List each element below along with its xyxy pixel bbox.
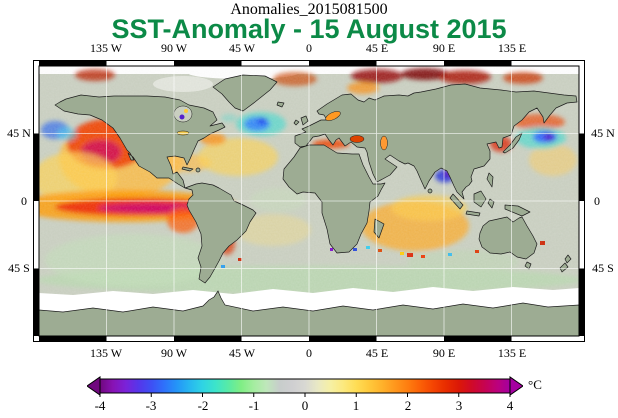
land-iceland	[276, 101, 285, 108]
land-south-america	[184, 182, 257, 284]
lon-label: 45 W	[228, 346, 256, 360]
colorbar-tick-label: -1	[248, 398, 260, 413]
lon-label: 135 W	[89, 41, 123, 55]
colorbar-gradient-bar	[99, 378, 511, 394]
lat-label: 0	[21, 194, 27, 208]
land-new-zealand	[564, 254, 572, 264]
colorbar-right-arrow	[509, 376, 523, 396]
land-new-zealand	[559, 262, 569, 273]
colorbar	[87, 376, 523, 397]
lat-label: 45 N	[591, 126, 615, 140]
colorbar-tick-label: -4	[94, 398, 106, 413]
lat-label: 45 S	[8, 261, 30, 275]
land-africa	[282, 144, 386, 254]
graticule	[39, 66, 579, 336]
land-java	[465, 210, 481, 217]
land-hispaniola	[195, 167, 201, 173]
figure-annotation: Anomalies_2015081500	[230, 1, 388, 18]
colorbar-unit: °C	[528, 377, 542, 392]
colorbar-tick-label: 4	[506, 398, 514, 413]
lon-label: 90 E	[432, 41, 456, 55]
land-eurasia	[294, 83, 578, 200]
lat-label: 45 S	[592, 261, 614, 275]
land-philippines	[486, 172, 494, 188]
map-frame	[33, 60, 585, 342]
lat-label: 45 N	[7, 126, 31, 140]
colorbar-tick-label: 3	[455, 398, 463, 413]
lon-label: 45 E	[365, 41, 389, 55]
lon-label: 0	[306, 346, 312, 360]
land-tasmania	[524, 261, 532, 270]
colorbar-tick-label: -2	[197, 398, 209, 413]
lon-label: 45 E	[365, 346, 389, 360]
lon-label: 135 E	[497, 346, 527, 360]
colorbar-tick-label: 2	[404, 398, 412, 413]
lon-label: 90 E	[432, 346, 456, 360]
lat-label: 0	[594, 194, 600, 208]
colorbar-tick-label: 1	[352, 398, 360, 413]
land-sri-lanka	[427, 188, 433, 194]
lon-label: 45 W	[228, 41, 256, 55]
colorbar-tick-label: 0	[301, 398, 309, 413]
land-cuba	[181, 166, 194, 172]
lon-label: 90 W	[160, 346, 188, 360]
colorbar-tick-marks	[99, 393, 511, 397]
lon-label: 0	[306, 41, 312, 55]
land-ireland	[293, 119, 300, 126]
world-map	[33, 60, 585, 342]
land-uk	[300, 115, 309, 126]
land-japan	[502, 132, 523, 154]
figure-title: SST-Anomaly - 15 August 2015	[111, 14, 507, 44]
colorbar-left-arrow	[87, 376, 101, 396]
land-australia	[478, 216, 538, 260]
lon-label: 135 E	[497, 41, 527, 55]
lon-label: 90 W	[160, 41, 188, 55]
inland-seas	[173, 105, 388, 151]
land-greenland	[212, 74, 278, 112]
lon-label: 135 W	[89, 346, 123, 360]
colorbar-tick-label: -3	[145, 398, 157, 413]
